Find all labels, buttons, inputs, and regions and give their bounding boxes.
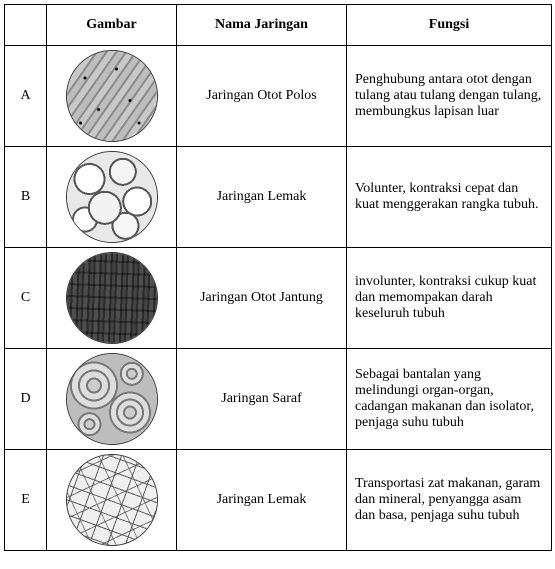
table-row: A Jaringan Otot Polos Penghubung antara … <box>5 46 552 147</box>
col-header-gambar: Gambar <box>47 5 177 46</box>
tissue-image-c <box>66 252 158 344</box>
nama-cell: Jaringan Lemak <box>177 147 347 248</box>
fungsi-cell: Penghubung antara otot dengan tulang ata… <box>347 46 552 147</box>
tissue-image-d <box>66 353 158 445</box>
nama-cell: Jaringan Saraf <box>177 349 347 450</box>
table-row: B Jaringan Lemak Volunter, kontraksi cep… <box>5 147 552 248</box>
adipose-cells-icon <box>67 152 157 242</box>
table-header-row: Gambar Nama Jaringan Fungsi <box>5 5 552 46</box>
nama-cell: Jaringan Lemak <box>177 450 347 551</box>
row-label: B <box>5 147 47 248</box>
tissue-image-e <box>66 454 158 546</box>
row-label: A <box>5 46 47 147</box>
table-row: D Jaringan Saraf Sebagai bantalan yang m… <box>5 349 552 450</box>
table-body: A Jaringan Otot Polos Penghubung antara … <box>5 46 552 551</box>
nama-cell: Jaringan Otot Jantung <box>177 248 347 349</box>
gambar-cell <box>47 450 177 551</box>
gambar-cell <box>47 46 177 147</box>
table-row: E Jaringan Lemak Transportasi zat makana… <box>5 450 552 551</box>
nama-cell: Jaringan Otot Polos <box>177 46 347 147</box>
fungsi-cell: Sebagai bantalan yang melindungi organ-o… <box>347 349 552 450</box>
tissue-image-b <box>66 151 158 243</box>
tissue-image-a <box>66 50 158 142</box>
col-header-label <box>5 5 47 46</box>
tissue-table: Gambar Nama Jaringan Fungsi A Jaringan O… <box>4 4 552 551</box>
cardiac-muscle-icon <box>67 253 157 343</box>
row-label: E <box>5 450 47 551</box>
fibrous-tissue-icon <box>67 455 157 545</box>
gambar-cell <box>47 349 177 450</box>
col-header-fungsi: Fungsi <box>347 5 552 46</box>
row-label: D <box>5 349 47 450</box>
fungsi-cell: involunter, kontraksi cukup kuat dan mem… <box>347 248 552 349</box>
table-row: C Jaringan Otot Jantung involunter, kont… <box>5 248 552 349</box>
gambar-cell <box>47 248 177 349</box>
fungsi-cell: Transportasi zat makanan, garam dan mine… <box>347 450 552 551</box>
gambar-cell <box>47 147 177 248</box>
nervous-tissue-icon <box>67 354 157 444</box>
col-header-nama: Nama Jaringan <box>177 5 347 46</box>
row-label: C <box>5 248 47 349</box>
smooth-muscle-icon <box>67 51 157 141</box>
fungsi-cell: Volunter, kontraksi cepat dan kuat mengg… <box>347 147 552 248</box>
